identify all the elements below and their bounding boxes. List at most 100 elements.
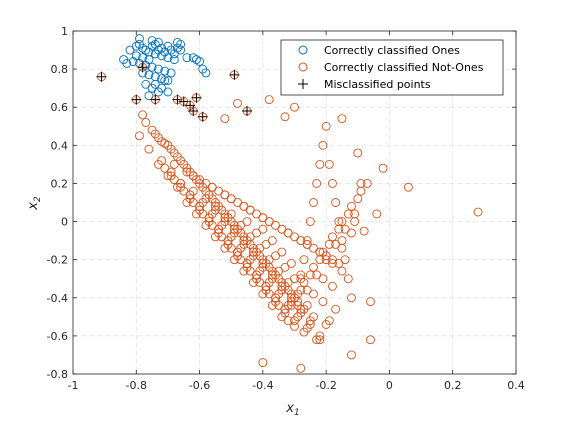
not-ones-point (328, 178, 337, 188)
not-ones-point (328, 232, 337, 242)
not-ones-point (245, 232, 255, 242)
not-ones-point (296, 236, 306, 246)
not-ones-point (252, 274, 261, 284)
not-ones-point (252, 209, 261, 219)
not-ones-point (220, 217, 230, 227)
ones-point (160, 66, 170, 76)
not-ones-point (290, 232, 299, 242)
not-ones-point (195, 205, 205, 215)
not-ones-point (258, 224, 268, 234)
not-ones-point (302, 300, 312, 310)
ones-point (131, 51, 141, 61)
not-ones-point (248, 251, 258, 261)
not-ones-point (134, 131, 144, 141)
not-ones-point (236, 220, 246, 230)
not-ones-point (305, 217, 315, 227)
ones-point (150, 79, 160, 89)
x-tick-label: -0.8 (126, 379, 147, 392)
not-ones-point (277, 285, 287, 295)
not-ones-point (337, 114, 347, 124)
not-ones-point (315, 247, 325, 257)
not-ones-point (315, 159, 325, 169)
not-ones-point (264, 255, 274, 265)
misclassified-point (242, 106, 253, 117)
series-not-ones (134, 95, 483, 373)
misclassified-point (131, 94, 142, 105)
not-ones-point (305, 270, 315, 280)
ones-point (150, 49, 160, 59)
not-ones-point (267, 274, 277, 284)
x-tick-label: -0.6 (189, 379, 210, 392)
not-ones-point (334, 224, 344, 234)
not-ones-point (350, 209, 360, 219)
ones-point (147, 36, 157, 45)
not-ones-point (309, 243, 318, 253)
ones-point (169, 49, 179, 59)
not-ones-point (277, 224, 287, 234)
not-ones-point (318, 297, 328, 307)
y-tick-label: 0 (61, 216, 68, 229)
misclassified-point (150, 94, 161, 105)
ones-point (144, 70, 154, 80)
misclassified-point (178, 96, 189, 107)
not-ones-point (324, 159, 334, 169)
ones-point (176, 45, 186, 55)
x-tick-label: 0.4 (507, 379, 525, 392)
ones-point (138, 53, 148, 63)
not-ones-point (324, 316, 334, 326)
not-ones-point (343, 274, 353, 284)
x-tick-label: -0.4 (252, 379, 273, 392)
not-ones-point (315, 335, 325, 345)
not-ones-point (299, 255, 309, 265)
not-ones-point (343, 209, 353, 219)
y-tick-label: -0.8 (47, 368, 68, 381)
not-ones-point (204, 217, 214, 227)
not-ones-point (331, 198, 341, 207)
not-ones-point (283, 316, 293, 326)
misclassified-point (197, 111, 208, 122)
misclassified-point (172, 94, 183, 105)
not-ones-point (337, 243, 347, 253)
not-ones-point (324, 239, 334, 249)
legend-ones-label: Correctly classified Ones (324, 44, 460, 57)
not-ones-point (258, 358, 268, 368)
ones-point (172, 37, 182, 47)
not-ones-point (315, 331, 325, 341)
not-ones-point (280, 262, 290, 272)
not-ones-point (280, 112, 290, 122)
y-tick-label: -0.2 (47, 254, 68, 267)
x-tick-label: 0 (386, 379, 393, 392)
not-ones-point (229, 228, 239, 238)
not-ones-point (195, 175, 205, 185)
not-ones-point (188, 186, 198, 196)
ones-point (153, 64, 163, 74)
not-ones-point (328, 255, 337, 265)
y-axis-label-main: x (26, 202, 41, 211)
ones-point (141, 79, 151, 89)
ones-point (157, 51, 167, 61)
x-axis-label-main: x (285, 401, 294, 416)
not-ones-point (321, 255, 331, 265)
ones-point (163, 53, 173, 63)
not-ones-point (286, 293, 296, 303)
not-ones-point (365, 297, 375, 307)
axis-ticks: -1 -0.8 -0.6 -0.4 -0.2 0 0.2 0.4-0.8-0.6-0.4-0.… (47, 25, 525, 392)
not-ones-point (185, 194, 195, 204)
x-tick-label: -0.2 (315, 379, 336, 392)
not-ones-point (258, 213, 268, 223)
ones-point (144, 55, 154, 65)
ones-point (195, 57, 205, 66)
y-tick-label: 0.4 (51, 139, 69, 152)
not-ones-point (182, 167, 192, 177)
ones-point (160, 76, 170, 85)
not-ones-point (210, 205, 220, 215)
ones-point (169, 55, 179, 65)
legend-not-ones-marker (298, 62, 308, 72)
not-ones-point (372, 209, 382, 219)
not-ones-point (252, 228, 261, 238)
y-tick-label: -0.6 (47, 330, 68, 343)
not-ones-point (261, 285, 271, 295)
not-ones-point (207, 182, 217, 192)
